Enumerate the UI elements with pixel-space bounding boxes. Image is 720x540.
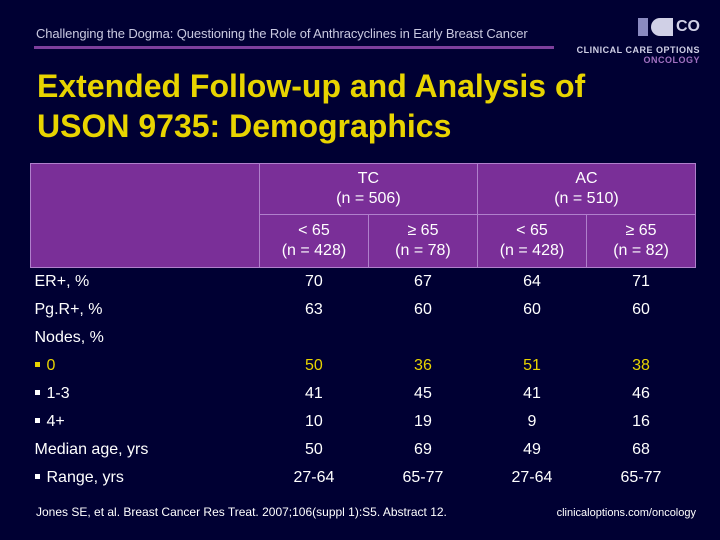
section-label: Nodes, % [34, 329, 104, 346]
row-label-text: 0 [46, 357, 56, 374]
logo-block [651, 18, 673, 36]
table-cell: 65-77 [620, 469, 662, 486]
subgroup-header: ≥ 65 (n = 82) [586, 214, 696, 268]
table-cell: 10 [305, 413, 323, 430]
table-cell: 51 [523, 357, 541, 374]
subgroup-header: < 65 (n = 428) [476, 214, 588, 268]
table-row: Pg.R+, % 63 60 60 60 [31, 296, 696, 324]
subgroup-age: ≥ 65 [625, 222, 657, 239]
table-cell: 63 [305, 301, 323, 318]
logo-block [638, 18, 648, 36]
subgroup-age: < 65 [516, 222, 548, 239]
table-row-section: Nodes, % [31, 324, 696, 352]
clinical-care-options-logo: CO CLINICAL CARE OPTIONS ONCOLOGY [577, 18, 700, 65]
subgroup-header: ≥ 65 (n = 78) [367, 214, 478, 268]
logo-glyph: CO [676, 18, 700, 35]
row-label: 0 [31, 352, 260, 380]
table-cell: 60 [523, 301, 541, 318]
table-row: ER+, % 70 67 64 71 [31, 268, 696, 297]
row-label: Pg.R+, % [34, 301, 103, 318]
table-cell: 9 [527, 413, 537, 430]
title-line-2: USON 9735: Demographics [37, 108, 452, 144]
bullet-icon [34, 362, 40, 367]
row-label-text: 4+ [46, 413, 65, 430]
bullet-icon [34, 418, 40, 423]
table-cell: 60 [414, 301, 432, 318]
table-row: 4+ 10 19 9 16 [31, 408, 696, 436]
subgroup-n: (n = 428) [281, 242, 347, 259]
subgroup-age: < 65 [298, 222, 330, 239]
row-label: ER+, % [34, 273, 90, 290]
row-label: Median age, yrs [34, 441, 149, 458]
table-cell: 50 [305, 357, 323, 374]
bullet-icon [34, 390, 40, 395]
slide-title: Extended Follow-up and Analysis of USON … [37, 66, 677, 146]
row-label: Range, yrs [31, 464, 260, 492]
footer-url: clinicaloptions.com/oncology [556, 507, 696, 519]
table-cell: 16 [632, 413, 650, 430]
group-name: TC [357, 170, 380, 187]
table-cell: 36 [414, 357, 432, 374]
header-blank-cell [30, 163, 260, 268]
subgroup-age: ≥ 65 [407, 222, 439, 239]
group-header-ac: AC (n = 510) [476, 163, 697, 215]
table-row: 1-3 41 45 41 46 [31, 380, 696, 408]
table-cell: 27-64 [511, 469, 553, 486]
group-n: (n = 506) [336, 190, 401, 207]
table-cell: 70 [305, 273, 323, 290]
subgroup-n: (n = 78) [395, 242, 451, 259]
title-line-1: Extended Follow-up and Analysis of [37, 68, 586, 104]
table-cell: 19 [414, 413, 432, 430]
table-row: Range, yrs 27-64 65-77 27-64 65-77 [31, 464, 696, 492]
table-cell: 45 [414, 385, 432, 402]
table-cell: 50 [305, 441, 323, 458]
group-name: AC [575, 170, 598, 187]
table-cell: 65-77 [402, 469, 444, 486]
table-cell: 69 [414, 441, 432, 458]
row-label-text: 1-3 [46, 385, 70, 402]
table-cell: 71 [632, 273, 650, 290]
citation: Jones SE, et al. Breast Cancer Res Treat… [36, 505, 447, 519]
logo-text: CLINICAL CARE OPTIONS [576, 45, 700, 55]
table-cell: 49 [523, 441, 541, 458]
table-cell: 64 [523, 273, 541, 290]
table-cell: 46 [632, 385, 650, 402]
table-cell: 41 [305, 385, 323, 402]
row-label: 4+ [31, 408, 260, 436]
table-cell: 38 [632, 357, 650, 374]
table-cell: 67 [414, 273, 432, 290]
row-label: 1-3 [31, 380, 260, 408]
demographics-table: TC (n = 506) AC (n = 510) < 65 (n = 428)… [30, 163, 697, 492]
table-cell: 41 [523, 385, 541, 402]
header-divider [34, 46, 554, 49]
subgroup-n: (n = 82) [613, 242, 669, 259]
slide-subtitle: Challenging the Dogma: Questioning the R… [36, 26, 528, 41]
group-header-tc: TC (n = 506) [258, 163, 478, 215]
table-cell: 27-64 [293, 469, 335, 486]
logo-mark: CO [638, 18, 700, 36]
table-row: Median age, yrs 50 69 49 68 [31, 436, 696, 464]
logo-subtext: ONCOLOGY [643, 55, 700, 65]
table-cell: 68 [632, 441, 650, 458]
subgroup-n: (n = 428) [499, 242, 565, 259]
table-row: 0 50 36 51 38 [31, 352, 696, 380]
subgroup-header: < 65 (n = 428) [258, 214, 369, 268]
group-n: (n = 510) [554, 190, 619, 207]
bullet-icon [34, 474, 40, 479]
row-label-text: Range, yrs [46, 469, 124, 486]
table-cell: 60 [632, 301, 650, 318]
